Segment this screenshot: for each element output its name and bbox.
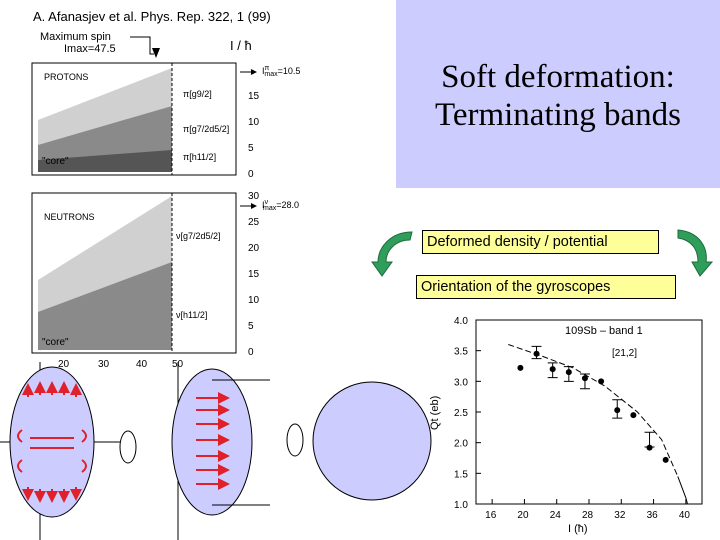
green-arrow-right-icon <box>677 229 714 277</box>
qt-solid-line <box>677 476 688 505</box>
max-spin-arrow <box>130 36 154 55</box>
max-spin-value: Imax=47.5 <box>64 43 116 55</box>
qt-y-tick-label: 2.5 <box>454 408 468 419</box>
neutrons-layer-label-2: ν[h11/2] <box>176 310 207 320</box>
qt-x-tick-label: 28 <box>582 510 594 521</box>
gyroscopes-label: Orientation of the gyroscopes <box>416 275 676 299</box>
neutrons-core-label: "core" <box>42 337 69 348</box>
qt-x-tick-label: 20 <box>517 510 529 521</box>
protons-layer-label-1: π[g9/2] <box>183 89 212 99</box>
neutrons-imax-label: Iν max=28.0 <box>262 199 299 212</box>
protons-layer-label-3: π[h11/2] <box>183 152 216 162</box>
qt-x-axis-label: I (ħ) <box>568 523 588 535</box>
qt-y-tick-label: 3.5 <box>454 347 468 358</box>
title-line-1: Soft deformation: <box>441 59 675 95</box>
neutrons-tick: 5 <box>248 321 254 332</box>
qt-data-point <box>598 378 605 385</box>
neutrons-layer-2 <box>38 262 172 350</box>
protons-tick: 0 <box>248 169 254 180</box>
qt-data-point <box>630 412 637 419</box>
qt-y-tick-label: 3.0 <box>454 377 468 388</box>
deformed-ellipse-1 <box>9 366 95 518</box>
title-box: Soft deformation: Terminating bands <box>396 0 720 188</box>
protons-core-label: "core" <box>42 156 69 167</box>
qt-dashed-line <box>508 344 679 477</box>
qt-chart-title: 109Sb – band 1 <box>565 325 643 337</box>
qt-y-tick-label: 4.0 <box>454 316 468 327</box>
gyroscope-1-icon <box>119 430 137 464</box>
qt-data-point <box>565 369 572 376</box>
protons-y-ticks: 15 10 5 0 <box>248 91 260 180</box>
qt-y-tick-label: 1.0 <box>454 500 468 511</box>
qt-chart: 1.0 1.5 2.0 2.5 3.0 3.5 4.0 16 20 24 28 32 36 40 109… <box>429 316 703 535</box>
deformed-density-label: Deformed density / potential <box>422 230 659 254</box>
spin-x-ticks: 20 30 40 50 <box>58 359 184 370</box>
gyroscope-2-icon <box>286 423 304 457</box>
qt-plot-frame <box>475 319 703 505</box>
qt-y-tick-label: 1.5 <box>454 469 468 480</box>
protons-tick: 15 <box>248 91 260 102</box>
neutrons-label: NEUTRONS <box>44 212 95 222</box>
max-spin-label: Maximum spin <box>40 31 111 43</box>
protons-tick: 5 <box>248 143 254 154</box>
qt-y-axis-label: Qt (eb) <box>429 396 441 430</box>
protons-label: PROTONS <box>44 72 88 82</box>
spin-x-tick: 40 <box>136 359 148 370</box>
qt-data-point <box>549 366 556 373</box>
neutrons-y-ticks: 30 25 20 15 10 5 0 <box>248 191 260 358</box>
qt-points <box>517 350 669 463</box>
spin-axis-label: I / ħ <box>230 38 252 53</box>
qt-data-point <box>533 350 540 357</box>
neutrons-tick: 10 <box>248 295 260 306</box>
qt-data-point <box>614 407 621 414</box>
aligned-arrows <box>196 392 230 490</box>
qt-data-point <box>581 375 588 382</box>
cycle-arrows <box>371 229 714 277</box>
qt-data-point <box>662 456 669 463</box>
title-line-2: Terminating bands <box>434 97 682 133</box>
neutrons-layer-label-1: ν[g7/2d5/2] <box>176 231 221 241</box>
qt-x-tick-label: 36 <box>647 510 659 521</box>
neutrons-tick: 0 <box>248 347 254 358</box>
qt-x-ticks: 16 20 24 28 32 36 40 <box>485 499 690 521</box>
spin-x-tick: 20 <box>58 359 70 370</box>
neutrons-tick: 30 <box>248 191 260 202</box>
protons-tick: 10 <box>248 117 260 128</box>
qt-y-tick-label: 2.0 <box>454 439 468 450</box>
spherical-shape <box>312 381 432 501</box>
qt-x-tick-label: 40 <box>679 510 691 521</box>
qt-chart-subtitle: [21,2] <box>612 348 637 359</box>
neutrons-tick: 15 <box>248 269 260 280</box>
slide-title: Soft deformation: Terminating bands <box>396 58 720 134</box>
deformed-ellipse-2 <box>171 368 253 516</box>
protons-imax-label: Iπ max=10.5 <box>262 65 300 78</box>
qt-data-point <box>517 364 524 371</box>
radial-arrows <box>17 381 87 503</box>
deformation-sketch <box>0 362 432 540</box>
protons-layer-label-2: π[g7/2d5/2] <box>183 124 229 134</box>
citation: A. Afanasjev et al. Phys. Rep. 322, 1 (9… <box>33 9 271 24</box>
neutrons-tick: 25 <box>248 217 260 228</box>
qt-x-tick-label: 16 <box>485 510 497 521</box>
neutrons-tick: 20 <box>248 243 260 254</box>
spin-x-tick: 30 <box>98 359 110 370</box>
qt-x-tick-label: 24 <box>550 510 562 521</box>
qt-data-point <box>646 444 653 451</box>
qt-x-tick-label: 32 <box>614 510 626 521</box>
band-termination-figure: Maximum spin Imax=47.5 I / ħ PROTONS "co… <box>31 31 300 370</box>
qt-lines <box>508 344 688 505</box>
max-spin-arrowhead <box>152 48 160 58</box>
green-arrow-left-icon <box>371 231 413 277</box>
qt-y-ticks: 1.0 1.5 2.0 2.5 3.0 3.5 4.0 <box>454 316 481 511</box>
protons-layer-3 <box>38 150 172 172</box>
